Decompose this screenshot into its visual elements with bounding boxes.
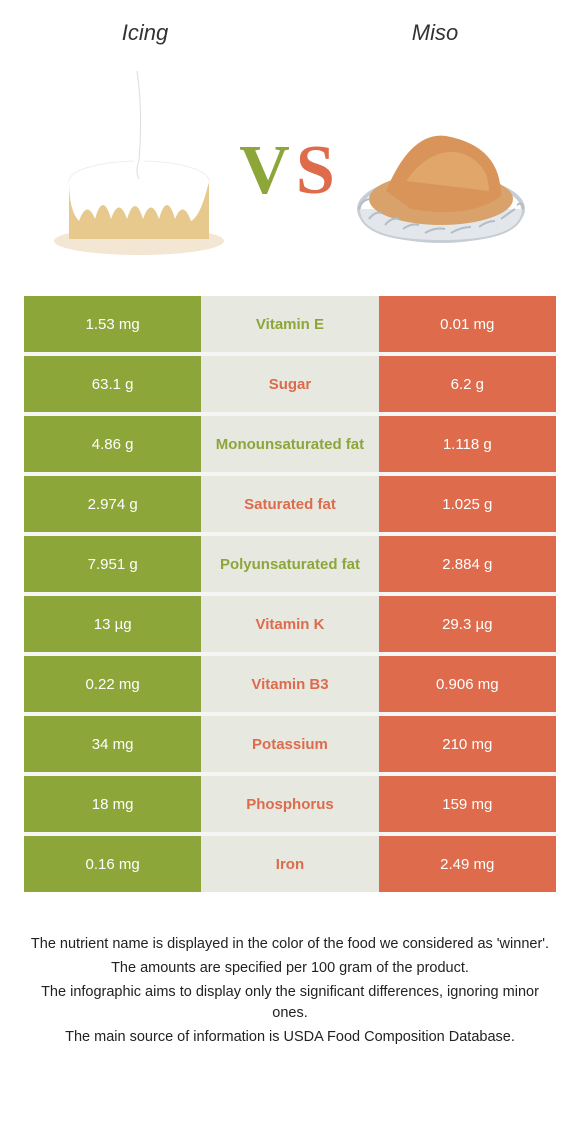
table-row: 0.22 mgVitamin B30.906 mg xyxy=(24,656,556,712)
right-value: 1.025 g xyxy=(379,476,556,532)
title-left: Icing xyxy=(0,20,290,46)
nutrient-label: Vitamin K xyxy=(201,596,378,652)
table-row: 34 mgPotassium210 mg xyxy=(24,716,556,772)
left-value: 4.86 g xyxy=(24,416,201,472)
nutrient-label: Polyunsaturated fat xyxy=(201,536,378,592)
table-row: 13 µgVitamin K29.3 µg xyxy=(24,596,556,652)
title-right: Miso xyxy=(290,20,580,46)
icing-image xyxy=(39,71,239,271)
footnote-line: The infographic aims to display only the… xyxy=(26,982,554,1026)
table-row: 1.53 mgVitamin E0.01 mg xyxy=(24,296,556,352)
right-value: 0.906 mg xyxy=(379,656,556,712)
nutrient-label: Vitamin E xyxy=(201,296,378,352)
right-value: 210 mg xyxy=(379,716,556,772)
table-row: 7.951 gPolyunsaturated fat2.884 g xyxy=(24,536,556,592)
nutrient-label: Vitamin B3 xyxy=(201,656,378,712)
left-value: 1.53 mg xyxy=(24,296,201,352)
left-value: 2.974 g xyxy=(24,476,201,532)
left-value: 0.22 mg xyxy=(24,656,201,712)
left-value: 0.16 mg xyxy=(24,836,201,892)
footnote-line: The nutrient name is displayed in the co… xyxy=(26,934,554,956)
comparison-table: 1.53 mgVitamin E0.01 mg63.1 gSugar6.2 g4… xyxy=(24,296,556,892)
footnote-line: The amounts are specified per 100 gram o… xyxy=(26,958,554,980)
table-row: 2.974 gSaturated fat1.025 g xyxy=(24,476,556,532)
footnote-line: The main source of information is USDA F… xyxy=(26,1027,554,1049)
left-value: 7.951 g xyxy=(24,536,201,592)
right-value: 6.2 g xyxy=(379,356,556,412)
nutrient-label: Sugar xyxy=(201,356,378,412)
nutrient-label: Potassium xyxy=(201,716,378,772)
vs-s: S xyxy=(296,131,341,211)
table-row: 63.1 gSugar6.2 g xyxy=(24,356,556,412)
header: Icing Miso xyxy=(0,0,580,56)
left-value: 34 mg xyxy=(24,716,201,772)
images-row: V S xyxy=(0,56,580,296)
table-row: 18 mgPhosphorus159 mg xyxy=(24,776,556,832)
right-value: 1.118 g xyxy=(379,416,556,472)
left-value: 63.1 g xyxy=(24,356,201,412)
vs-v: V xyxy=(239,131,296,211)
table-row: 0.16 mgIron2.49 mg xyxy=(24,836,556,892)
right-value: 0.01 mg xyxy=(379,296,556,352)
nutrient-label: Iron xyxy=(201,836,378,892)
right-value: 2.884 g xyxy=(379,536,556,592)
footnotes: The nutrient name is displayed in the co… xyxy=(26,934,554,1049)
right-value: 29.3 µg xyxy=(379,596,556,652)
nutrient-label: Monounsaturated fat xyxy=(201,416,378,472)
left-value: 18 mg xyxy=(24,776,201,832)
right-value: 159 mg xyxy=(379,776,556,832)
vs-label: V S xyxy=(239,131,341,211)
nutrient-label: Phosphorus xyxy=(201,776,378,832)
table-row: 4.86 gMonounsaturated fat1.118 g xyxy=(24,416,556,472)
miso-image xyxy=(341,91,541,251)
left-value: 13 µg xyxy=(24,596,201,652)
nutrient-label: Saturated fat xyxy=(201,476,378,532)
right-value: 2.49 mg xyxy=(379,836,556,892)
